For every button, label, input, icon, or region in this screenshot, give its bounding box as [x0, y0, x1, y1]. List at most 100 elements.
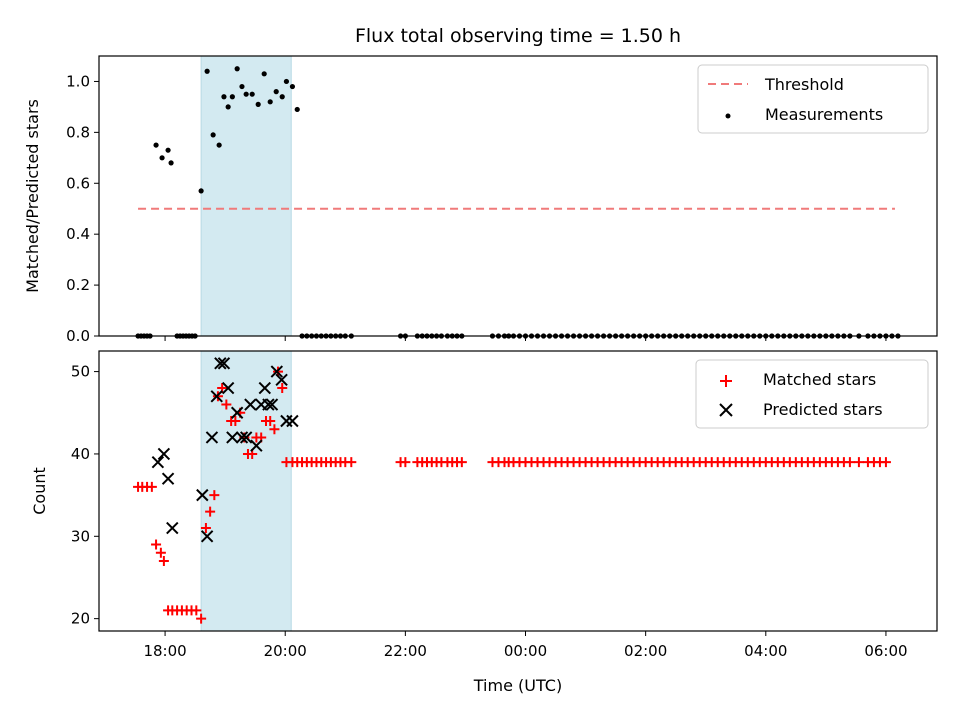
- predicted-star-point: [275, 373, 288, 387]
- matched-star-point: [346, 457, 357, 468]
- matched-star-point: [880, 457, 891, 468]
- predicted-star-point: [258, 381, 272, 395]
- matched-star-point: [191, 605, 202, 616]
- predicted-star-point: [230, 406, 244, 419]
- bottom-x-tick-label: 04:00: [744, 642, 787, 660]
- top-y-tick-label: 0.4: [66, 225, 90, 243]
- measurement-point: [283, 78, 290, 85]
- matched-star-point: [196, 613, 207, 624]
- measurement-point: [249, 91, 255, 97]
- measurement-point: [168, 160, 174, 166]
- top-y-tick-label: 0.8: [66, 123, 90, 141]
- matched-star-point: [151, 539, 162, 550]
- measurement-point: [159, 155, 165, 161]
- matched-star-point: [205, 506, 216, 517]
- predicted-star-point: [166, 521, 179, 535]
- bottom-x-axis-label: Time (UTC): [473, 676, 562, 695]
- matched-star-point: [265, 416, 276, 426]
- top-y-axis-label: Matched/Predicted stars: [23, 99, 42, 293]
- top-axes-frame: [98, 55, 938, 337]
- measurement-point: [225, 104, 231, 110]
- measurement-point: [273, 89, 279, 95]
- matched-star-point: [221, 399, 232, 410]
- legend-matched-swatch: [720, 375, 732, 387]
- measurement-point: [229, 94, 235, 100]
- predicted-star-point: [244, 398, 257, 411]
- top-legend: Threshold Measurements: [697, 64, 929, 134]
- legend-threshold-label: Threshold: [764, 75, 844, 94]
- predicted-star-point: [151, 455, 165, 469]
- top-y-tick-label: 0.2: [66, 276, 90, 294]
- top-x-ticks: [164, 336, 887, 341]
- bottom-x-tick-label: 18:00: [143, 642, 186, 660]
- measurement-point: [216, 142, 222, 148]
- bottom-y-tick-label: 50: [71, 363, 90, 381]
- matched-star-point: [456, 457, 467, 468]
- bottom-x-tick-label: 00:00: [504, 642, 547, 660]
- predicted-star-point: [235, 431, 249, 444]
- predicted-star-point: [250, 439, 263, 452]
- top-y-tick-label: 1.0: [66, 72, 90, 90]
- bottom-x-tick-label: 02:00: [624, 642, 667, 660]
- measurement-point: [153, 142, 159, 148]
- predicted-star-point: [226, 431, 239, 444]
- predicted-star-point: [200, 530, 214, 543]
- bottom-axes-frame: [98, 350, 938, 632]
- bottom-y-tick-label: 30: [71, 527, 90, 545]
- matched-star-point: [230, 416, 241, 426]
- matched-star-point: [277, 383, 288, 394]
- matched-star-point: [158, 556, 169, 566]
- matched-star-point: [155, 547, 166, 558]
- bottom-legend: Matched stars Predicted stars: [695, 359, 929, 429]
- bottom-x-tick-label: 20:00: [264, 642, 307, 660]
- predicted-star-point: [221, 381, 235, 395]
- predicted-star-point: [270, 365, 284, 378]
- predicted-star-point: [217, 357, 231, 370]
- chart-title: Flux total observing time = 1.50 h: [355, 25, 681, 47]
- measurement-point: [243, 91, 249, 97]
- top-y-tick-label: 0.6: [66, 174, 90, 192]
- measurement-point: [294, 106, 300, 113]
- measurement-point: [267, 99, 273, 105]
- legend-measurements-label: Measurements: [765, 105, 883, 124]
- top-y-tick-label: 0.0: [66, 327, 90, 345]
- bottom-x-axis: 18:00 20:00 22:00 00:00 02:00 04:00 06:00: [143, 631, 908, 660]
- matched-stars-series: [133, 367, 891, 624]
- bottom-y-axis-label: Count: [30, 467, 49, 515]
- bottom-panel: 20 30 40 50 18:00 20:00 22:00 00:00 02:00 04:00 0…: [30, 350, 938, 695]
- legend-predicted-label: Predicted stars: [763, 400, 883, 419]
- predicted-stars-series: [151, 357, 299, 543]
- matched-star-point: [853, 457, 864, 468]
- measurement-point: [234, 66, 240, 72]
- predicted-star-point: [286, 414, 299, 428]
- predicted-star-point: [196, 488, 209, 502]
- legend-matched-label: Matched stars: [763, 370, 876, 389]
- measurement-point: [289, 83, 296, 90]
- bottom-y-axis: 20 30 40 50: [71, 363, 99, 628]
- measurement-point: [210, 132, 216, 138]
- predicted-star-point: [262, 398, 275, 411]
- predicted-star-point: [161, 472, 175, 485]
- measurement-point: [198, 188, 204, 194]
- legend-measurements-swatch: [725, 113, 731, 119]
- matched-star-point: [269, 424, 280, 435]
- observing-window-span-top: [200, 55, 292, 337]
- predicted-star-point: [210, 390, 223, 403]
- bottom-x-tick-label: 06:00: [864, 642, 907, 660]
- predicted-star-point: [205, 431, 219, 444]
- measurement-point: [165, 147, 171, 153]
- matched-star-point: [200, 523, 211, 534]
- predicted-star-point: [214, 357, 227, 370]
- measurement-point: [261, 71, 267, 77]
- legend-predicted-swatch: [719, 403, 733, 417]
- matched-star-point: [209, 490, 220, 501]
- bottom-y-tick-label: 20: [71, 610, 90, 628]
- measurement-point: [279, 94, 285, 100]
- matched-star-point: [844, 457, 855, 468]
- measurement-point: [221, 94, 227, 100]
- top-panel: 0.0 0.2 0.4 0.6 0.8 1.0 Matched/Predicted sta…: [23, 55, 938, 345]
- matched-star-point: [400, 457, 411, 468]
- predicted-star-point: [239, 431, 253, 444]
- matched-star-point: [146, 481, 157, 492]
- measurement-point: [204, 68, 210, 74]
